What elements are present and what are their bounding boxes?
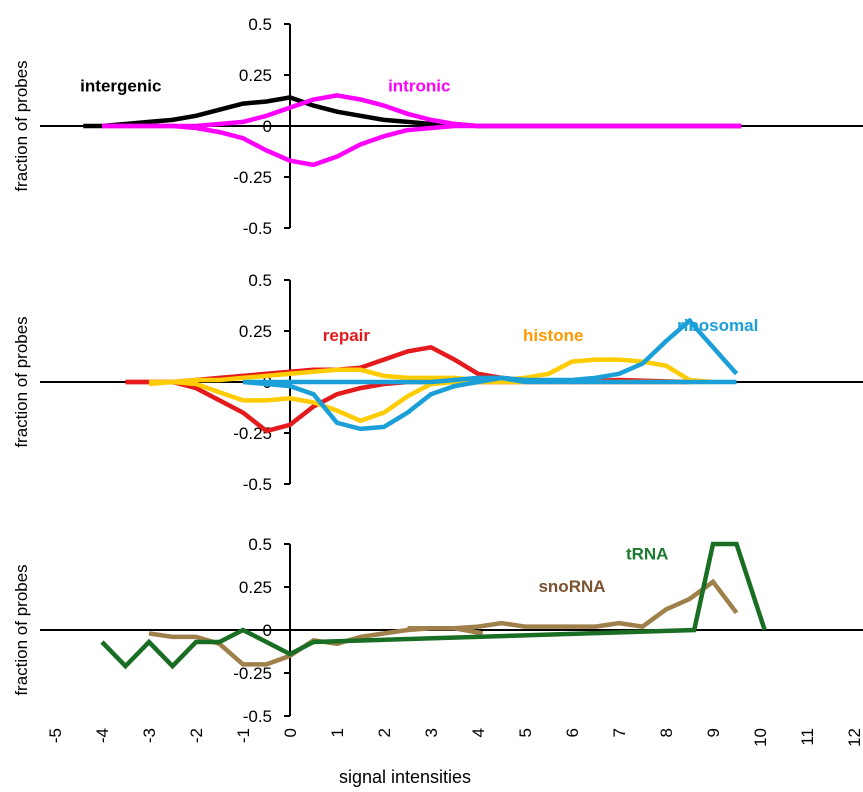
series-label-snorna: snoRNA: [538, 577, 605, 596]
x-tick-label: 9: [704, 728, 723, 737]
x-tick-label: 7: [610, 728, 629, 737]
series-label-intergenic: intergenic: [80, 76, 161, 95]
x-tick-label: 4: [469, 728, 488, 737]
y-tick-label: 0.5: [248, 271, 272, 290]
chart-panel-1: 0.5 0.25 0 -0.25 -0.5 fraction of probes inter…: [12, 15, 863, 238]
series-label-repair: repair: [323, 326, 371, 345]
y-axis-label: fraction of probes: [12, 316, 31, 447]
series-line-snorna: [148, 578, 739, 667]
x-tick-label: 3: [422, 728, 441, 737]
y-axis-label: fraction of probes: [12, 60, 31, 191]
series-label-trna: tRNA: [626, 544, 669, 563]
x-tick-label: 11: [798, 728, 817, 746]
x-axis-label: signal intensities: [339, 767, 471, 787]
series-label-intronic: intronic: [388, 76, 450, 95]
series-line-intergenic: [83, 95, 742, 129]
y-tick-label: -0.5: [243, 219, 272, 238]
series-line-histone: [149, 379, 713, 424]
series-line-snorna: [407, 626, 484, 636]
series-line-trna: [100, 541, 767, 670]
y-tick-label: -0.5: [243, 475, 272, 494]
y-tick-label: 0.5: [248, 535, 272, 554]
x-tick-label: 12: [845, 728, 863, 747]
y-tick-label: -0.25: [233, 424, 272, 443]
chart-panel-3: 0.5 0.25 0 -0.25 -0.5 fraction of probes tRNA s…: [12, 535, 863, 726]
x-tick-label: 5: [516, 728, 535, 737]
x-tick-label: -5: [46, 728, 65, 743]
y-tick-label: 0.5: [248, 15, 272, 34]
y-axis-label: fraction of probes: [12, 564, 31, 695]
series-line-ribosomal: [242, 375, 737, 432]
series-line-intronic: [102, 123, 742, 168]
x-tick-label: 0: [281, 728, 300, 737]
series-label-ribosomal: ribosomal: [677, 316, 758, 335]
y-tick-label: 0: [263, 621, 272, 640]
y-tick-label: -0.5: [243, 707, 272, 726]
x-tick-label: 6: [563, 728, 582, 737]
y-tick-label: 0.25: [239, 578, 272, 597]
x-tick-label: -1: [234, 728, 253, 743]
y-tick-label: 0: [263, 117, 272, 136]
y-tick-label: 0.25: [239, 322, 272, 341]
x-axis: -5 -4 -3 -2 -1 0 1 2 3 4 5 6 7 8 9 10 11 12: [46, 728, 863, 747]
series-line-histone: [148, 357, 714, 387]
x-tick-label: -2: [187, 728, 206, 743]
x-tick-label: 1: [328, 728, 347, 737]
chart-panels: 0.5 0.25 0 -0.25 -0.5 fraction of probes inter…: [12, 15, 863, 726]
x-tick-label: 2: [375, 728, 394, 737]
x-tick-label: 10: [751, 728, 770, 747]
x-tick-label: -4: [93, 728, 112, 743]
x-tick-label: 8: [657, 728, 676, 737]
y-tick-label: 0.25: [239, 66, 272, 85]
series-label-histone: histone: [523, 326, 583, 345]
y-tick-label: -0.25: [233, 664, 272, 683]
x-tick-label: -3: [140, 728, 159, 743]
y-tick-label: -0.25: [233, 168, 272, 187]
